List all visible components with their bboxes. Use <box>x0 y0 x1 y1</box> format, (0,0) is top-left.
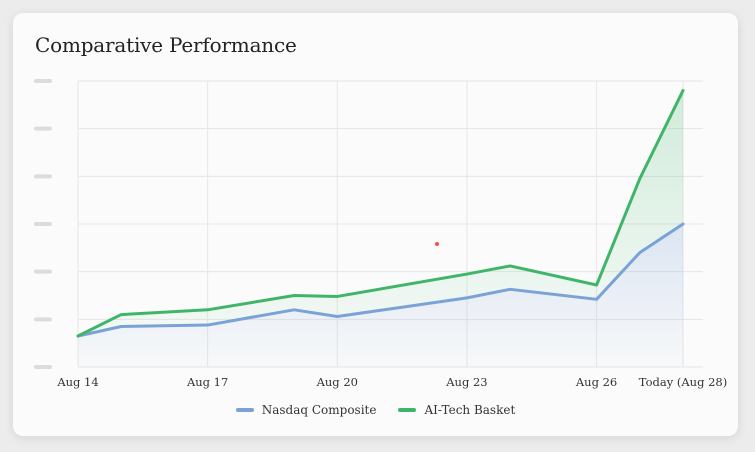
legend-swatch-ai-tech <box>398 408 417 412</box>
x-tick-label: Aug 23 <box>445 375 487 389</box>
series-fills <box>78 90 683 367</box>
line-chart: Aug 14 Aug 17 Aug 20 Aug 23 Aug 26 Today (Aug… <box>34 79 727 389</box>
chart-title: Comparative Performance <box>35 33 297 57</box>
nasdaq-area <box>78 224 683 367</box>
legend: Nasdaq Composite AI-Tech Basket <box>13 403 738 417</box>
x-tick-label: Aug 17 <box>186 375 228 389</box>
ai-tech-line <box>76 89 685 338</box>
legend-item-nasdaq[interactable]: Nasdaq Composite <box>235 403 377 417</box>
x-tick-label: Today (Aug 28) <box>639 375 727 389</box>
legend-label-ai-tech: AI-Tech Basket <box>424 403 516 417</box>
x-tick-label: Aug 26 <box>575 375 617 389</box>
x-axis-ticks: Aug 14 Aug 17 Aug 20 Aug 23 Aug 26 Today (Aug… <box>56 375 727 389</box>
nasdaq-line <box>76 222 685 338</box>
ai-tech-area <box>78 90 683 337</box>
cursor-marker <box>435 242 439 246</box>
legend-item-ai-tech[interactable]: AI-Tech Basket <box>398 403 515 417</box>
x-tick-label: Aug 14 <box>56 375 98 389</box>
series-lines <box>76 89 685 338</box>
legend-swatch-nasdaq <box>235 408 254 412</box>
x-tick-label: Aug 20 <box>316 375 358 389</box>
legend-label-nasdaq: Nasdaq Composite <box>261 403 377 417</box>
chart-card: Comparative Performance Aug 14 Aug 17 Aug … <box>13 13 738 436</box>
